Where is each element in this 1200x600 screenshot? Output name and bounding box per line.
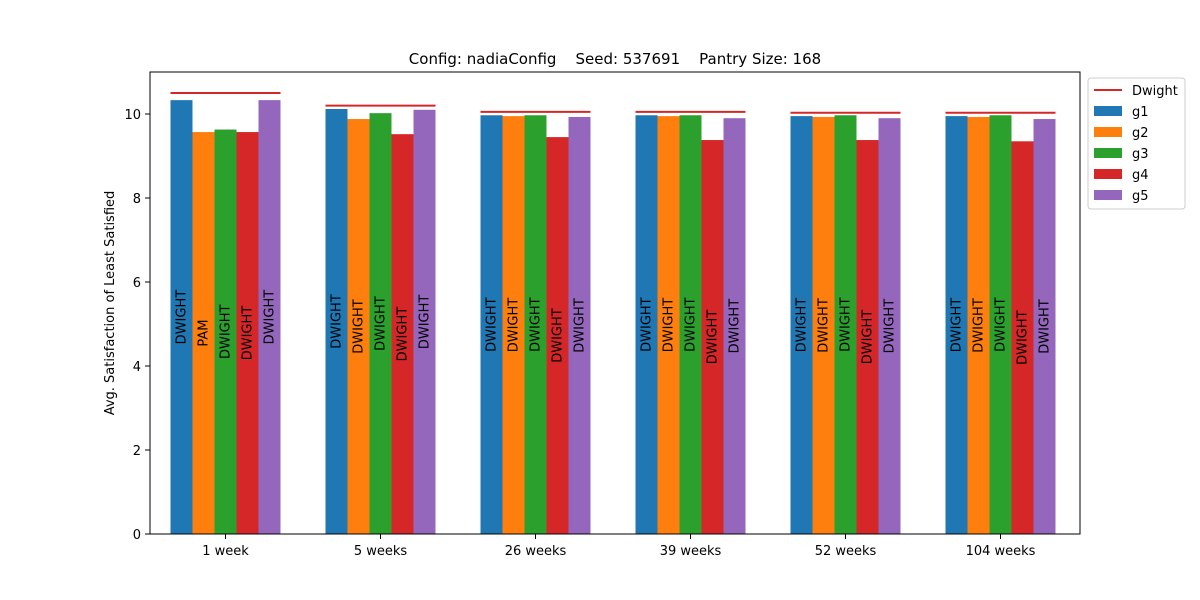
bar-g1-1 [325,108,348,535]
bar-g4-2 [546,137,569,534]
bar-g5-3 [723,118,746,534]
bar-g3-1 [369,113,392,534]
bar-g4-1 [391,134,414,534]
y-tick-label-8: 8 [133,192,141,207]
bar-g4-0 [236,132,259,534]
bar-label-g4-0: DWIGHT [241,306,256,361]
y-tick-label-4: 4 [133,360,141,375]
x-tick-label-1: 5 weeks [354,544,408,559]
bar-label-g4-4: DWIGHT [861,310,876,365]
legend-label-g5: g5 [1132,189,1149,204]
bar-label-g4-1: DWIGHT [396,307,411,362]
bar-label-g1-1: DWIGHT [330,294,345,349]
bar-label-g1-5: DWIGHT [950,298,965,353]
bar-label-g1-3: DWIGHT [640,297,655,352]
bar-g1-4 [790,116,813,534]
legend-label-g2: g2 [1132,126,1149,141]
y-tick-label-10: 10 [124,108,141,123]
bar-g5-2 [568,116,591,534]
bar-g2-2 [502,116,525,534]
bar-label-g2-5: DWIGHT [972,298,987,353]
bar-label-g2-0: PAM [197,319,212,346]
bar-g5-0 [258,100,281,534]
y-tick-label-0: 0 [133,528,141,543]
bar-g3-4 [834,115,857,534]
x-tick-label-3: 39 weeks [660,544,722,559]
bar-g2-0 [192,132,215,534]
bar-label-g2-1: DWIGHT [352,299,367,354]
bar-label-g3-3: DWIGHT [684,297,699,352]
bar-g5-5 [1033,119,1056,534]
bar-g1-5 [945,116,968,534]
legend-swatch-g2 [1094,127,1122,137]
bars-layer [170,100,1056,535]
legend-swatch-g1 [1094,106,1122,116]
bar-label-g4-5: DWIGHT [1016,310,1031,365]
legend-swatch-g4 [1094,169,1122,179]
bar-g2-1 [347,119,370,534]
bar-label-g4-2: DWIGHT [551,308,566,363]
bar-label-g3-5: DWIGHT [994,297,1009,352]
bar-g5-1 [413,109,436,535]
bar-label-g5-4: DWIGHT [883,299,898,354]
legend: Dwight g1 g2 g3 g4 g5 [1087,77,1186,210]
bar-g1-2 [480,115,503,534]
bar-g4-3 [701,140,724,535]
bar-label-g3-1: DWIGHT [374,296,389,351]
legend-swatch-g3 [1094,148,1122,158]
y-axis-title: Avg. Satisfaction of Least Satisfied [103,191,118,416]
bar-labels-layer: DWIGHT DWIGHT DWIGHT DWIGHT DWIGHT DWIGHT PAM D… [175,290,1053,365]
legend-label-g3: g3 [1132,147,1149,162]
x-tick-label-0: 1 week [202,544,249,559]
bar-label-g5-5: DWIGHT [1038,299,1053,354]
bar-g3-5 [989,115,1012,534]
x-tick-label-2: 26 weeks [505,544,567,559]
legend-label-g1: g1 [1132,105,1149,120]
legend-swatch-g5 [1094,190,1122,200]
bar-label-g3-0: DWIGHT [219,304,234,359]
bar-g3-3 [679,115,702,534]
bar-label-g2-2: DWIGHT [507,298,522,353]
plot-frame [149,71,1081,535]
bar-g4-4 [856,140,879,535]
bar-label-g5-0: DWIGHT [263,290,278,345]
bar-label-g5-3: DWIGHT [728,299,743,354]
bar-g5-4 [878,118,901,534]
y-tick-label-6: 6 [133,276,141,291]
bar-g1-3 [635,115,658,534]
bar-label-g1-0: DWIGHT [175,290,190,345]
x-tick-label-5: 104 weeks [966,544,1036,559]
bar-g2-3 [657,116,680,534]
bar-label-g4-3: DWIGHT [706,310,721,365]
bar-g4-5 [1011,141,1034,535]
bar-label-g5-1: DWIGHT [418,295,433,350]
bar-g3-0 [214,129,237,535]
bar-g1-0 [170,100,193,534]
bar-g2-5 [967,116,990,534]
bar-g3-2 [524,115,547,534]
bar-label-g2-4: DWIGHT [817,298,832,353]
chart-title: Config: nadiaConfig Seed: 537691 Pantry … [409,50,821,68]
bar-label-g5-2: DWIGHT [573,298,588,353]
x-tick-label-4: 52 weeks [815,544,877,559]
bar-label-g2-3: DWIGHT [662,298,677,353]
bar-g2-4 [812,116,835,534]
bar-label-g1-2: DWIGHT [485,297,500,352]
bar-label-g1-4: DWIGHT [795,298,810,353]
y-tick-label-2: 2 [133,444,141,459]
bar-label-g3-2: DWIGHT [529,297,544,352]
bar-label-g3-4: DWIGHT [839,297,854,352]
legend-label-dwight: Dwight [1132,84,1178,99]
y-axis: 0 2 4 6 8 10 [124,108,150,543]
x-axis: 1 week 5 weeks 26 weeks 39 weeks 52 weeks 104… [202,534,1036,559]
reference-lines-layer [170,92,1056,114]
legend-label-g4: g4 [1132,168,1149,183]
